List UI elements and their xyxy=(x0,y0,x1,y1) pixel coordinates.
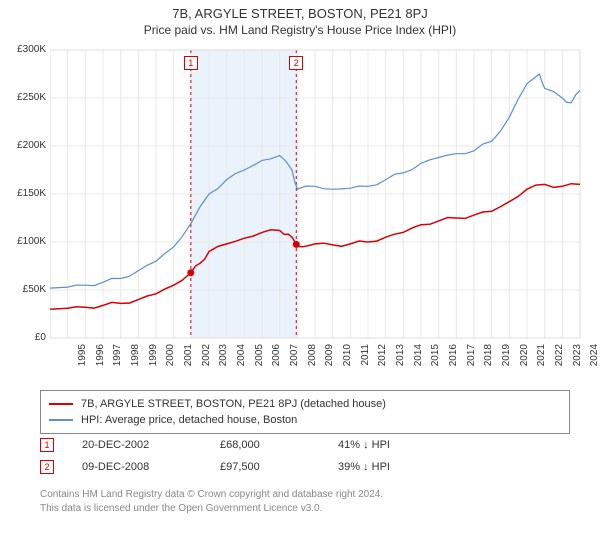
legend-label: 7B, ARGYLE STREET, BOSTON, PE21 8PJ (det… xyxy=(81,398,386,410)
y-tick-label: £0 xyxy=(0,332,46,343)
transaction-price: £68,000 xyxy=(220,439,310,451)
transaction-price: £97,500 xyxy=(220,461,310,473)
y-tick-label: £300K xyxy=(0,44,46,55)
transaction-row: 1 20-DEC-2002 £68,000 41% ↓ HPI xyxy=(40,434,570,456)
x-tick-label: 2012 xyxy=(377,344,388,374)
x-tick-label: 2010 xyxy=(342,344,353,374)
chart-subtitle: Price paid vs. HM Land Registry's House … xyxy=(0,21,600,37)
transaction-marker: 2 xyxy=(40,460,54,474)
legend-label: HPI: Average price, detached house, Bost… xyxy=(81,414,297,426)
event-marker-1: 1 xyxy=(184,56,198,70)
x-tick-label: 2004 xyxy=(236,344,247,374)
x-tick-label: 2017 xyxy=(466,344,477,374)
attribution-line1: Contains HM Land Registry data © Crown c… xyxy=(40,488,383,502)
y-tick-label: £200K xyxy=(0,140,46,151)
transaction-date: 20-DEC-2002 xyxy=(82,439,192,451)
x-tick-label: 2003 xyxy=(218,344,229,374)
chart-area: 12 xyxy=(50,42,590,372)
x-tick-label: 2002 xyxy=(201,344,212,374)
legend: 7B, ARGYLE STREET, BOSTON, PE21 8PJ (det… xyxy=(40,390,570,434)
x-tick-label: 1995 xyxy=(77,344,88,374)
x-tick-label: 2014 xyxy=(413,344,424,374)
y-tick-label: £250K xyxy=(0,92,46,103)
x-tick-label: 2001 xyxy=(183,344,194,374)
x-tick-label: 2008 xyxy=(307,344,318,374)
chart-container: 7B, ARGYLE STREET, BOSTON, PE21 8PJ Pric… xyxy=(0,0,600,560)
x-tick-label: 2018 xyxy=(483,344,494,374)
x-tick-label: 2000 xyxy=(165,344,176,374)
x-tick-label: 1998 xyxy=(130,344,141,374)
x-tick-label: 2007 xyxy=(289,344,300,374)
x-tick-label: 2009 xyxy=(324,344,335,374)
legend-item: 7B, ARGYLE STREET, BOSTON, PE21 8PJ (det… xyxy=(49,396,561,412)
transaction-pct: 39% ↓ HPI xyxy=(338,461,438,473)
x-tick-label: 2006 xyxy=(271,344,282,374)
transaction-marker: 1 xyxy=(40,438,54,452)
legend-item: HPI: Average price, detached house, Bost… xyxy=(49,412,561,428)
chart-svg xyxy=(50,42,590,372)
x-tick-label: 2024 xyxy=(589,344,600,374)
y-tick-label: £150K xyxy=(0,188,46,199)
x-tick-label: 2005 xyxy=(254,344,265,374)
x-tick-label: 2011 xyxy=(360,344,371,374)
attribution: Contains HM Land Registry data © Crown c… xyxy=(40,488,383,516)
y-tick-label: £100K xyxy=(0,236,46,247)
x-tick-label: 1999 xyxy=(148,344,159,374)
x-tick-label: 2019 xyxy=(501,344,512,374)
transaction-date: 09-DEC-2008 xyxy=(82,461,192,473)
x-tick-label: 2020 xyxy=(519,344,530,374)
x-tick-label: 2023 xyxy=(572,344,583,374)
x-tick-label: 1996 xyxy=(95,344,106,374)
x-tick-label: 2021 xyxy=(536,344,547,374)
transaction-row: 2 09-DEC-2008 £97,500 39% ↓ HPI xyxy=(40,456,570,478)
legend-swatch xyxy=(49,419,73,421)
event-marker-2: 2 xyxy=(289,56,303,70)
x-tick-label: 2016 xyxy=(448,344,459,374)
x-tick-label: 1997 xyxy=(112,344,123,374)
y-tick-label: £50K xyxy=(0,284,46,295)
x-tick-label: 2022 xyxy=(554,344,565,374)
x-tick-label: 2015 xyxy=(430,344,441,374)
transactions-table: 1 20-DEC-2002 £68,000 41% ↓ HPI 2 09-DEC-2008… xyxy=(40,434,570,478)
attribution-line2: This data is licensed under the Open Gov… xyxy=(40,502,383,516)
legend-swatch xyxy=(49,403,73,405)
x-tick-label: 2013 xyxy=(395,344,406,374)
transaction-pct: 41% ↓ HPI xyxy=(338,439,438,451)
chart-title: 7B, ARGYLE STREET, BOSTON, PE21 8PJ xyxy=(0,0,600,21)
